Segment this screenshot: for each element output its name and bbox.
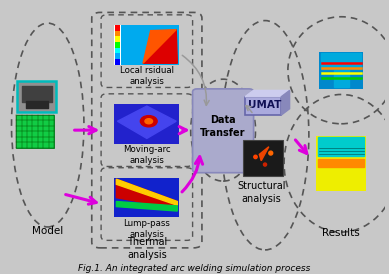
Text: Local rsidual
analysis: Local rsidual analysis	[120, 66, 174, 86]
Text: Moving-arc
analysis: Moving-arc analysis	[123, 145, 171, 165]
Text: Thermal
analysis: Thermal analysis	[127, 238, 167, 260]
FancyBboxPatch shape	[17, 81, 56, 112]
FancyBboxPatch shape	[115, 31, 120, 36]
Polygon shape	[319, 137, 364, 156]
FancyBboxPatch shape	[114, 178, 179, 218]
Text: Structural
analysis: Structural analysis	[237, 181, 286, 204]
Circle shape	[140, 116, 157, 127]
FancyBboxPatch shape	[115, 42, 120, 48]
Text: Results: Results	[322, 228, 360, 238]
FancyBboxPatch shape	[319, 52, 363, 89]
Point	[268, 151, 274, 155]
Polygon shape	[116, 179, 177, 209]
Polygon shape	[116, 179, 177, 205]
FancyBboxPatch shape	[114, 104, 179, 144]
Polygon shape	[281, 90, 290, 115]
FancyBboxPatch shape	[115, 25, 120, 31]
FancyBboxPatch shape	[115, 48, 120, 53]
Text: UMAT: UMAT	[248, 101, 281, 110]
FancyBboxPatch shape	[243, 140, 283, 176]
FancyBboxPatch shape	[114, 25, 179, 65]
Polygon shape	[259, 147, 269, 161]
Polygon shape	[319, 159, 364, 167]
Polygon shape	[321, 53, 361, 87]
Circle shape	[145, 119, 152, 124]
Polygon shape	[143, 30, 177, 63]
Text: Data
Transfer: Data Transfer	[200, 115, 246, 138]
FancyBboxPatch shape	[193, 89, 254, 173]
Polygon shape	[143, 30, 176, 63]
Text: Fig.1. An integrated arc welding simulation process: Fig.1. An integrated arc welding simulat…	[78, 264, 311, 273]
Point	[262, 162, 268, 167]
Point	[252, 155, 259, 159]
FancyBboxPatch shape	[245, 97, 281, 115]
FancyBboxPatch shape	[16, 115, 54, 148]
Text: Lump-pass
analysis: Lump-pass analysis	[123, 219, 170, 239]
FancyBboxPatch shape	[114, 25, 121, 65]
Polygon shape	[116, 201, 177, 211]
Polygon shape	[117, 106, 176, 138]
FancyBboxPatch shape	[317, 136, 366, 191]
Text: Model: Model	[32, 226, 63, 236]
FancyBboxPatch shape	[115, 36, 120, 42]
FancyBboxPatch shape	[115, 53, 120, 59]
Polygon shape	[245, 90, 290, 97]
FancyBboxPatch shape	[115, 59, 120, 65]
